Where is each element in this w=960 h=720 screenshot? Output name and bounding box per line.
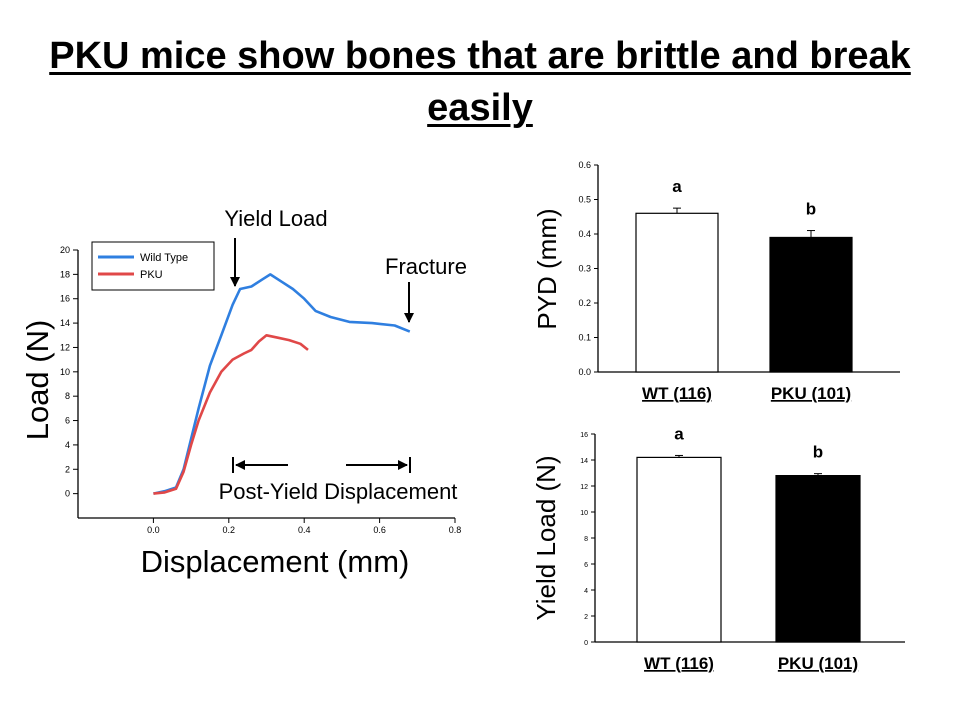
yield-load-bar-chart-marks: 0 2 4 6 8 10 12 14 16 a WT (116) b PKU (101)	[580, 424, 905, 673]
yield-load-y-tick-label: 0	[584, 640, 588, 647]
line-chart-x-tick-label: 0.2	[223, 525, 236, 535]
line-chart-marks: 0 2 4 6 8 10 12 14 16 18 20 0.0 0.2 0.4 0.6 0.8	[60, 245, 461, 535]
pyd-y-tick-label: 0.0	[578, 367, 591, 377]
yield-load-significance-letter: a	[674, 424, 684, 443]
pyd-bar-wt	[635, 212, 719, 373]
pyd-bar-pku	[769, 236, 853, 373]
yield-load-y-tick-label: 8	[584, 536, 588, 543]
line-chart-y-tick-label: 8	[65, 391, 70, 401]
line-chart-x-tick-label: 0.4	[298, 525, 311, 535]
line-chart-y-tick-label: 18	[60, 269, 70, 279]
line-chart-y-tick-label: 16	[60, 294, 70, 304]
line-chart-y-tick-label: 4	[65, 440, 70, 450]
series-line-wild-type	[153, 273, 411, 495]
line-chart-legend: Wild Type PKU	[91, 241, 215, 291]
yield-load-annotation: Yield Load	[224, 206, 327, 231]
yield-load-bar-wt	[636, 456, 722, 643]
post-yield-displacement-annotation: Post-Yield Displacement	[219, 479, 458, 504]
line-chart-x-tick-label: 0.0	[147, 525, 160, 535]
yield-load-category-label: PKU (101)	[778, 654, 858, 673]
pyd-bar-chart-marks: 0.0 0.1 0.2 0.3 0.4 0.5 0.6 a WT (116) b PKU (101)	[578, 160, 900, 403]
yield-load-y-tick-label: 6	[584, 562, 588, 569]
line-chart-y-tick-label: 20	[60, 245, 70, 255]
pyd-significance-letter: a	[672, 177, 682, 196]
slide-title-text: PKU mice show bones that are brittle and…	[49, 35, 911, 129]
pyd-y-tick-label: 0.4	[578, 229, 591, 239]
line-chart-y-tick-label: 12	[60, 342, 70, 352]
load-displacement-chart: 0 2 4 6 8 10 12 14 16 18 20 0.0 0.2 0.4 0.6 0.8 Displac…	[20, 206, 467, 579]
legend-box	[91, 241, 215, 291]
yield-load-category-label: WT (116)	[644, 654, 714, 673]
series-line-pku	[153, 333, 309, 495]
yield-load-y-tick-label: 10	[580, 510, 588, 517]
pyd-significance-letter: b	[806, 200, 816, 219]
pyd-category-label: PKU (101)	[771, 384, 851, 403]
yield-load-y-tick-label: 4	[584, 588, 588, 595]
line-chart-y-tick-label: 0	[65, 489, 70, 499]
pyd-y-tick-label: 0.5	[578, 195, 591, 205]
yield-load-y-axis-label: Yield Load (N)	[531, 455, 561, 620]
line-chart-y-axis-label: Load (N)	[20, 320, 55, 441]
yield-load-y-tick-label: 12	[580, 484, 588, 491]
yield-load-y-tick-label: 14	[580, 458, 588, 465]
yield-load-significance-letter: b	[813, 443, 823, 462]
pyd-y-tick-label: 0.6	[578, 160, 591, 170]
line-chart-x-tick-label: 0.6	[373, 525, 386, 535]
line-chart-y-tick-label: 10	[60, 367, 70, 377]
line-chart-y-tick-label: 6	[65, 416, 70, 426]
pyd-y-axis-label: PYD (mm)	[532, 208, 562, 329]
pyd-bar-chart: 0.0 0.1 0.2 0.3 0.4 0.5 0.6 a WT (116) b PKU (101)…	[532, 160, 900, 403]
pyd-y-tick-label: 0.2	[578, 298, 591, 308]
fracture-annotation: Fracture	[385, 254, 467, 279]
line-chart-y-tick-label: 14	[60, 318, 70, 328]
pyd-category-label: WT (116)	[642, 384, 712, 403]
pyd-y-tick-label: 0.3	[578, 264, 591, 274]
pyd-y-tick-label: 0.1	[578, 333, 591, 343]
slide-title: PKU mice show bones that are brittle and…	[0, 30, 960, 134]
yield-load-bar-pku	[775, 475, 861, 643]
line-chart-x-axis-label: Displacement (mm)	[141, 544, 410, 579]
line-chart-y-tick-label: 2	[65, 464, 70, 474]
legend-label-wild-type: Wild Type	[140, 252, 188, 264]
line-chart-x-tick-label: 0.8	[449, 525, 462, 535]
yield-load-bar-chart: 0 2 4 6 8 10 12 14 16 a WT (116) b PKU (101) Yield L…	[531, 424, 905, 673]
yield-load-y-tick-label: 2	[584, 614, 588, 621]
yield-load-y-tick-label: 16	[580, 432, 588, 439]
legend-label-pku: PKU	[140, 269, 163, 281]
